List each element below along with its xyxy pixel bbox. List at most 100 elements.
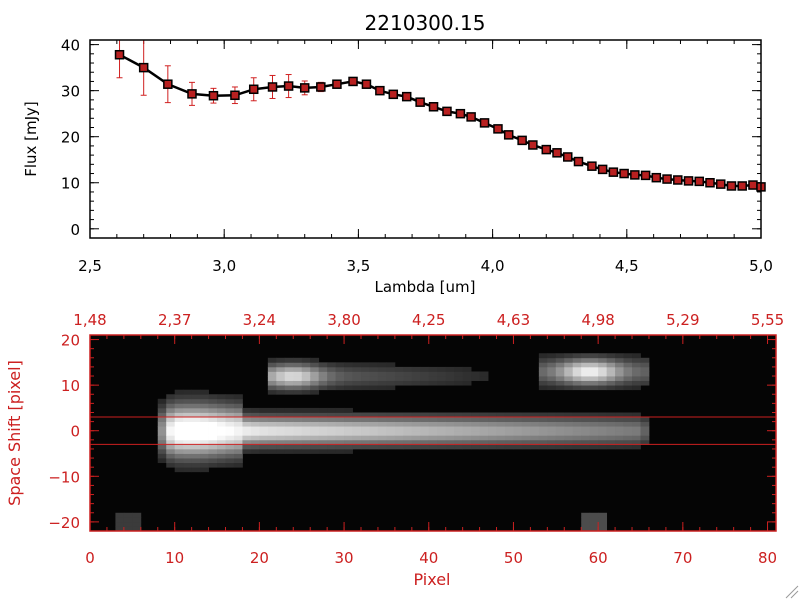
image-pixel xyxy=(581,371,591,377)
image-pixel xyxy=(200,439,209,445)
image-pixel xyxy=(310,412,320,418)
image-pixel xyxy=(335,407,345,413)
image-pixel xyxy=(513,439,523,445)
image-pixel xyxy=(428,421,438,427)
image-pixel xyxy=(174,453,184,459)
image-pixel xyxy=(386,366,396,372)
data-point xyxy=(493,124,503,134)
image-pixel xyxy=(640,376,650,381)
image-pixel xyxy=(217,462,226,468)
image-pixel xyxy=(259,444,269,450)
image-pixel xyxy=(233,417,243,423)
image-pixel xyxy=(411,380,421,386)
image-pixel xyxy=(471,444,480,450)
image-pixel xyxy=(293,366,303,372)
image-pixel xyxy=(284,385,294,391)
data-point xyxy=(683,176,694,186)
image-pixel xyxy=(606,421,616,427)
image-pixel xyxy=(157,426,167,432)
image-pixel xyxy=(538,362,548,368)
image-pixel xyxy=(327,439,337,445)
image-pixel xyxy=(301,439,311,445)
image-pixel xyxy=(310,366,320,372)
image-pixel xyxy=(564,444,574,450)
image-pixel xyxy=(394,444,404,450)
image-pixel xyxy=(225,439,235,445)
image-pixel xyxy=(572,421,582,427)
image-pixel xyxy=(276,371,286,377)
image-pixel xyxy=(445,426,455,432)
data-point xyxy=(694,176,705,187)
image-pixel xyxy=(293,430,303,436)
image-pixel xyxy=(640,366,650,372)
image-pixel xyxy=(394,439,404,445)
image-pixel xyxy=(615,366,624,372)
data-point xyxy=(248,84,259,95)
image-pixel xyxy=(344,421,353,427)
image-pixel xyxy=(386,362,396,368)
y-tick-label: −10 xyxy=(48,468,80,486)
image-pixel xyxy=(623,444,633,450)
data-point xyxy=(608,167,619,177)
image-pixel xyxy=(403,380,413,386)
image-pixel xyxy=(361,376,370,381)
image-pixel xyxy=(293,389,303,395)
image-pixel xyxy=(403,371,413,377)
image-pixel xyxy=(267,435,277,441)
image-pixel xyxy=(564,380,574,386)
image-pixel xyxy=(284,421,294,427)
image-pixel xyxy=(615,426,624,432)
image-pixel xyxy=(335,435,345,441)
image-pixel xyxy=(462,376,472,381)
image-pixel xyxy=(369,362,379,368)
image-pixel xyxy=(403,412,413,418)
x-tick-label: 60 xyxy=(589,549,608,567)
image-pixel xyxy=(267,444,277,450)
image-pixel xyxy=(632,444,641,450)
image-pixel xyxy=(538,385,548,391)
image-pixel xyxy=(386,376,396,381)
data-point xyxy=(737,181,747,191)
image-pixel xyxy=(276,417,286,423)
y-tick-label: 20 xyxy=(61,129,80,147)
image-pixel xyxy=(361,417,370,423)
image-pixel xyxy=(488,426,497,432)
image-pixel xyxy=(377,376,387,381)
image-pixel xyxy=(284,376,294,381)
image-pixel xyxy=(386,430,396,436)
image-pixel xyxy=(293,448,303,454)
image-pixel xyxy=(454,421,464,427)
image-pixel xyxy=(581,376,591,381)
image-pixel xyxy=(208,453,218,459)
image-pixel xyxy=(555,417,565,423)
image-pixel xyxy=(310,376,320,381)
image-pixel xyxy=(293,380,303,386)
data-point xyxy=(316,82,326,92)
image-pixel xyxy=(479,376,489,381)
image-pixel xyxy=(318,407,328,413)
image-pixel xyxy=(623,366,633,372)
image-pixel xyxy=(301,371,311,377)
image-pixel xyxy=(233,407,243,413)
data-point xyxy=(187,89,197,99)
image-pixel xyxy=(462,444,472,450)
image-plot-frame xyxy=(89,334,777,532)
image-pixel xyxy=(589,376,599,381)
image-pixel xyxy=(267,417,277,423)
image-pixel xyxy=(284,407,294,413)
data-point xyxy=(283,81,294,91)
image-pixel xyxy=(174,448,184,454)
data-point xyxy=(466,112,476,122)
image-pixel xyxy=(293,362,303,368)
image-pixel xyxy=(521,421,531,427)
image-pixel xyxy=(572,435,582,441)
image-pixel xyxy=(504,421,514,427)
image-pixel xyxy=(191,398,201,404)
image-pixel xyxy=(598,517,608,523)
image-pixel xyxy=(327,444,337,450)
image-pixel xyxy=(174,421,184,427)
image-pixel xyxy=(589,385,599,391)
image-pixel xyxy=(276,421,286,427)
resize-grip-icon[interactable] xyxy=(785,585,799,599)
